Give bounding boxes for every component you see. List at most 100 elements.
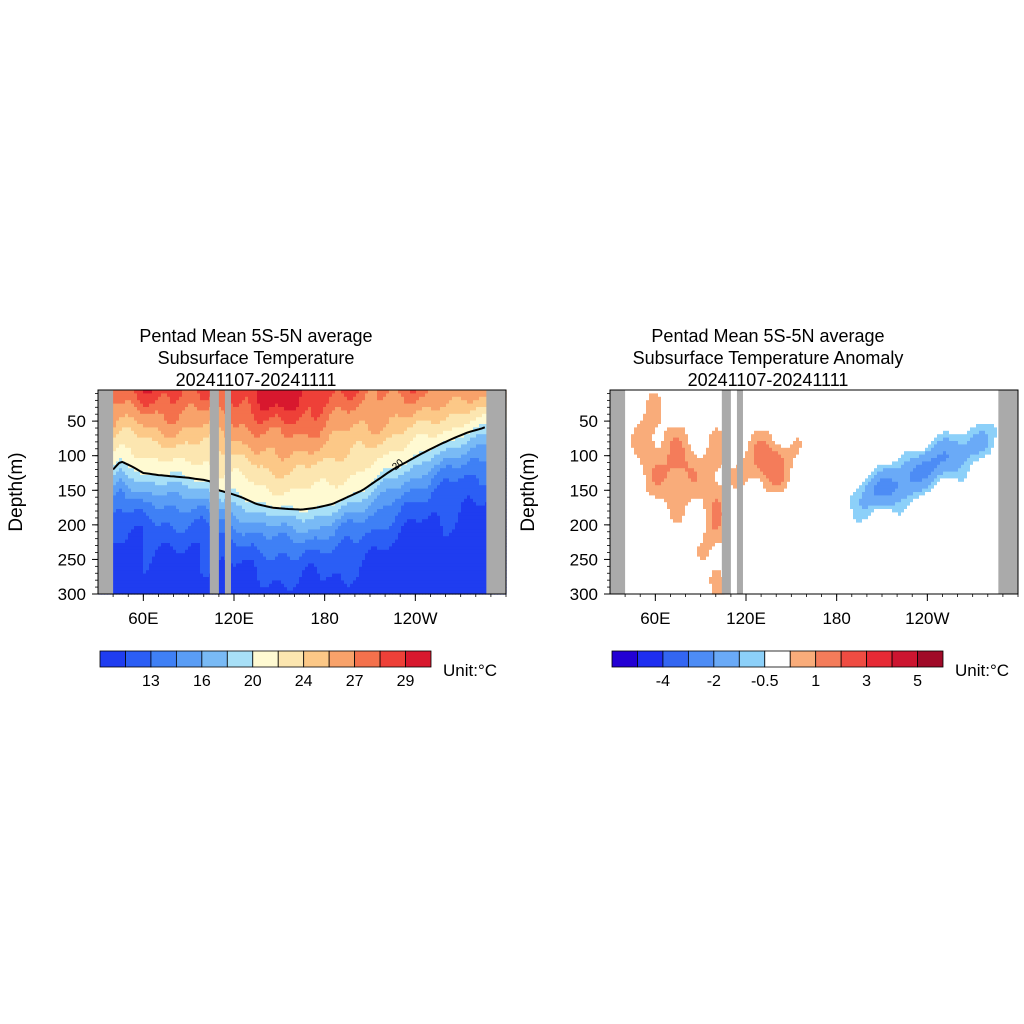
field-cell xyxy=(230,543,234,547)
field-cell xyxy=(221,587,225,592)
field-cell xyxy=(233,403,237,408)
field-cell xyxy=(230,522,234,527)
field-cell xyxy=(218,519,222,524)
field-cell xyxy=(314,570,318,575)
field-cell xyxy=(122,512,126,517)
field-cell xyxy=(296,495,300,500)
field-cell xyxy=(257,539,261,544)
field-cell xyxy=(263,563,267,568)
field-cell xyxy=(128,515,132,520)
field-cell xyxy=(251,447,255,452)
field-cell xyxy=(137,403,141,408)
field-cell xyxy=(242,400,246,405)
field-cell xyxy=(305,492,309,496)
field-cell xyxy=(233,444,237,449)
field-cell xyxy=(164,570,168,575)
field-cell xyxy=(188,485,192,490)
field-cell xyxy=(116,390,120,394)
field-cell xyxy=(278,526,282,530)
field-cell xyxy=(293,570,297,575)
field-cell xyxy=(320,566,324,571)
field-cell xyxy=(323,495,327,500)
field-cell xyxy=(143,539,147,544)
field-cell xyxy=(116,420,120,425)
field-cell xyxy=(260,492,264,496)
field-cell xyxy=(233,512,237,517)
field-cell xyxy=(338,468,342,473)
field-cell xyxy=(287,441,291,445)
field-cell xyxy=(230,526,234,530)
field-cell xyxy=(143,583,147,588)
field-cell xyxy=(314,444,318,449)
field-cell xyxy=(185,481,189,486)
field-cell xyxy=(323,532,327,537)
field-cell xyxy=(221,471,225,476)
field-cell xyxy=(140,481,144,486)
field-cell xyxy=(128,464,132,469)
field-cell xyxy=(218,430,222,435)
field-cell xyxy=(329,583,333,588)
field-cell xyxy=(233,390,237,394)
field-cell xyxy=(158,410,162,415)
field-cell xyxy=(113,532,117,537)
field-cell xyxy=(191,458,195,462)
field-cell xyxy=(164,495,168,500)
field-cell xyxy=(155,390,159,394)
field-cell xyxy=(170,492,174,496)
field-cell xyxy=(125,396,129,401)
field-cell xyxy=(185,454,189,459)
field-cell xyxy=(320,430,324,435)
field-cell xyxy=(137,454,141,459)
field-cell xyxy=(194,458,198,462)
field-cell xyxy=(149,526,153,530)
field-cell xyxy=(233,560,237,564)
field-cell xyxy=(344,430,348,435)
field-cell xyxy=(173,553,177,558)
field-cell xyxy=(203,437,207,442)
field-cell xyxy=(281,478,285,483)
field-cell xyxy=(179,424,183,428)
field-cell xyxy=(191,543,195,547)
field-cell xyxy=(263,434,267,439)
field-cell xyxy=(239,560,243,564)
field-cell xyxy=(173,461,177,466)
field-cell xyxy=(344,570,348,575)
field-cell xyxy=(332,437,336,442)
field-cell xyxy=(272,444,276,449)
field-cell xyxy=(185,587,189,592)
field-cell xyxy=(287,485,291,490)
field-cell xyxy=(152,519,156,524)
field-cell xyxy=(338,475,342,479)
field-cell xyxy=(245,590,249,595)
field-cell xyxy=(236,577,240,581)
field-cell xyxy=(323,475,327,479)
field-cell xyxy=(140,485,144,490)
field-cell xyxy=(257,563,261,568)
field-cell xyxy=(191,447,195,452)
field-cell xyxy=(248,583,252,588)
field-cell xyxy=(128,553,132,558)
field-cell xyxy=(143,417,147,422)
field-cell xyxy=(320,522,324,527)
field-cell xyxy=(230,546,234,551)
field-cell xyxy=(254,424,258,428)
field-cell xyxy=(131,590,135,595)
field-cell xyxy=(113,509,117,513)
field-cell xyxy=(164,427,168,432)
field-cell xyxy=(293,468,297,473)
field-cell xyxy=(338,526,342,530)
field-cell xyxy=(152,478,156,483)
field-cell xyxy=(206,424,210,428)
field-cell xyxy=(206,512,210,517)
field-cell xyxy=(275,570,279,575)
field-cell xyxy=(278,570,282,575)
field-cell xyxy=(344,505,348,510)
field-cell xyxy=(116,454,120,459)
field-cell xyxy=(134,403,138,408)
field-cell xyxy=(203,549,207,554)
field-cell xyxy=(335,485,339,490)
field-cell xyxy=(299,407,303,411)
field-cell xyxy=(140,393,144,398)
field-cell xyxy=(272,390,276,394)
field-cell xyxy=(296,413,300,418)
